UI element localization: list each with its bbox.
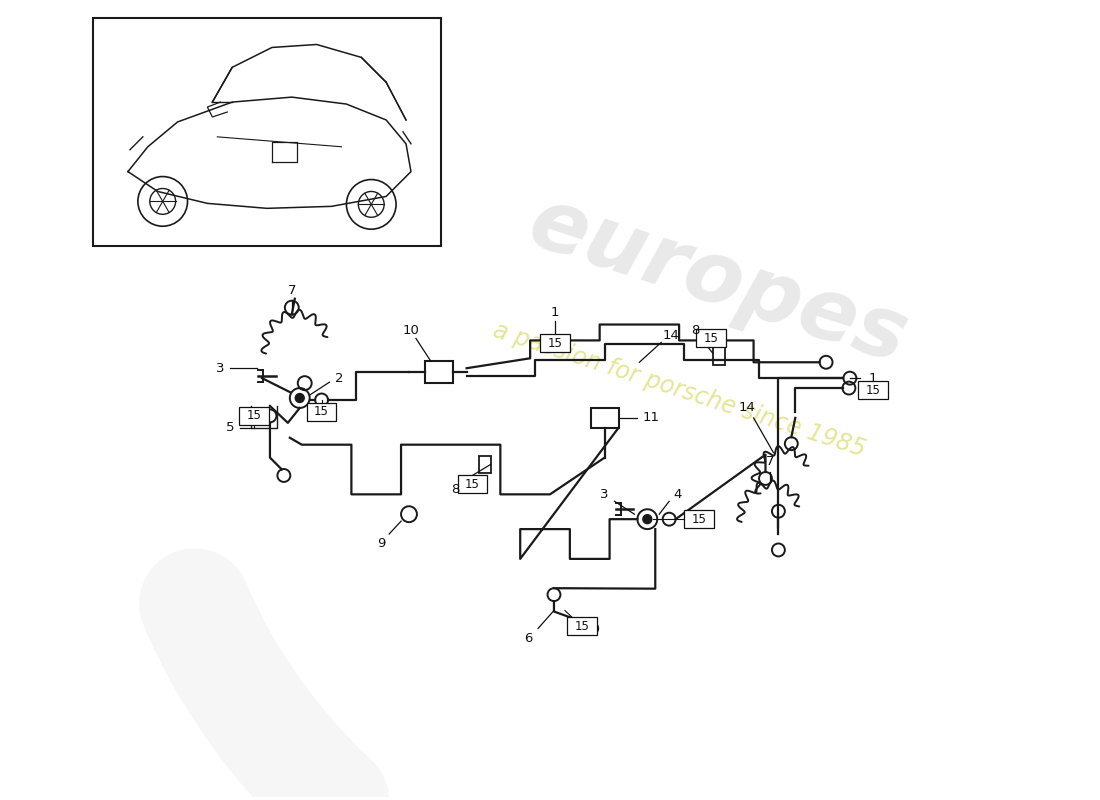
- Circle shape: [295, 394, 305, 402]
- Text: 14: 14: [662, 329, 680, 342]
- Text: 8: 8: [451, 483, 460, 496]
- Bar: [591, 408, 618, 428]
- Bar: [684, 510, 714, 528]
- Bar: [425, 362, 453, 383]
- Text: a passion for porsche since 1985: a passion for porsche since 1985: [490, 318, 868, 462]
- Bar: [94, 18, 441, 246]
- Text: 15: 15: [315, 406, 329, 418]
- Bar: [458, 475, 487, 494]
- Text: 15: 15: [703, 332, 718, 345]
- Bar: [566, 618, 596, 635]
- Text: 3: 3: [601, 488, 609, 501]
- Circle shape: [642, 514, 652, 524]
- Text: 15: 15: [465, 478, 480, 491]
- Text: 7: 7: [767, 455, 774, 468]
- Text: europes: europes: [519, 181, 918, 381]
- Text: 1: 1: [551, 306, 559, 319]
- Text: 5: 5: [226, 422, 234, 434]
- Text: 3: 3: [216, 362, 224, 374]
- Bar: [307, 403, 337, 421]
- Text: 15: 15: [574, 620, 590, 633]
- Text: 9: 9: [377, 538, 385, 550]
- Text: 6: 6: [524, 632, 532, 645]
- Text: 15: 15: [548, 337, 562, 350]
- Text: 7: 7: [287, 284, 296, 298]
- Bar: [540, 334, 570, 352]
- Bar: [713, 346, 725, 366]
- Text: 14: 14: [738, 402, 755, 414]
- Text: 4: 4: [673, 488, 681, 501]
- Text: 8: 8: [691, 324, 700, 337]
- Bar: [239, 407, 270, 425]
- Text: 10: 10: [403, 324, 419, 337]
- Text: 15: 15: [246, 410, 262, 422]
- Text: 15: 15: [692, 513, 706, 526]
- Bar: [858, 381, 888, 399]
- Bar: [696, 330, 726, 347]
- Text: 1: 1: [869, 372, 877, 385]
- Text: 11: 11: [642, 411, 660, 424]
- Bar: [480, 456, 492, 474]
- Text: 2: 2: [336, 372, 343, 385]
- Text: 15: 15: [866, 383, 880, 397]
